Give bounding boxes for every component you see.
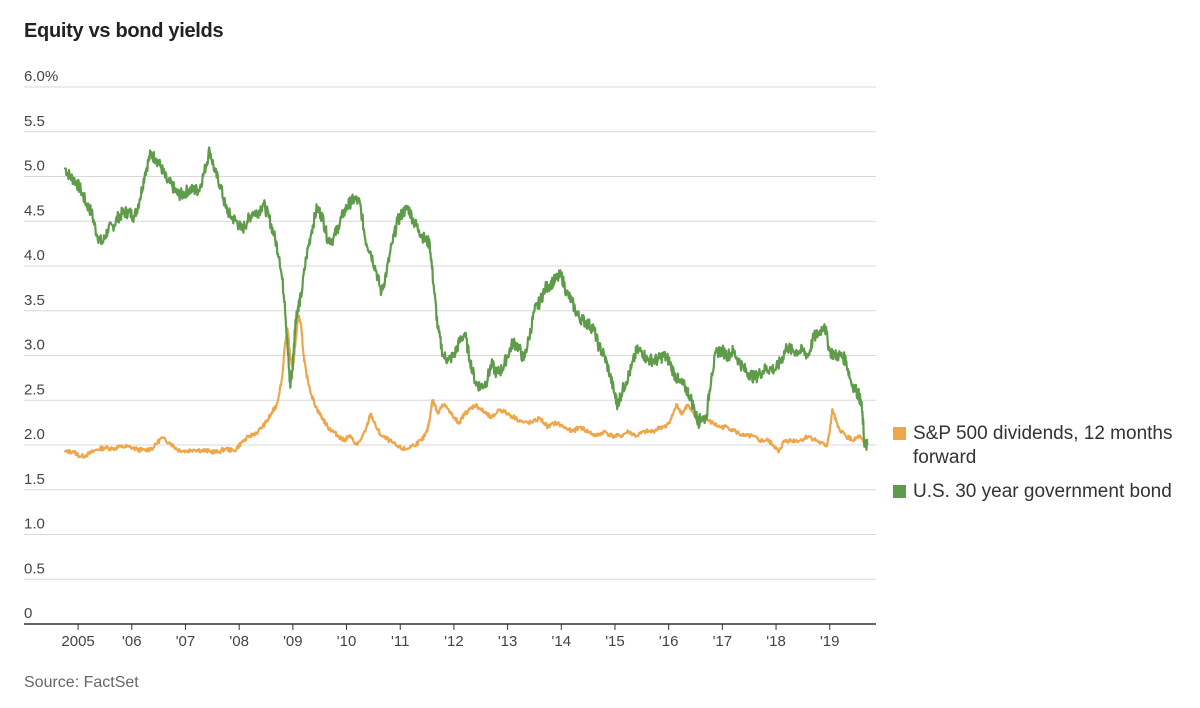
x-tick-label: 2005 <box>61 633 94 650</box>
legend-item-bond: U.S. 30 year government bond <box>893 480 1193 504</box>
y-tick-label: 0 <box>24 605 32 622</box>
y-tick-label: 4.0 <box>24 247 45 264</box>
y-tick-label: 5.0 <box>24 158 45 175</box>
x-tick-label: '16 <box>659 633 679 650</box>
y-tick-label: 6.0% <box>24 68 58 85</box>
legend-item-dividends: S&P 500 dividends, 12 months forward <box>893 422 1193 470</box>
y-tick-label: 1.5 <box>24 471 45 488</box>
y-tick-label: 5.5 <box>24 113 45 130</box>
legend-label-bond: U.S. 30 year government bond <box>913 481 1172 502</box>
legend: S&P 500 dividends, 12 months forward U.S… <box>893 422 1193 514</box>
series-lines <box>63 146 869 459</box>
x-tick-label: '10 <box>337 633 357 650</box>
x-tick-label: '19 <box>820 633 840 650</box>
x-tick-label: '14 <box>552 633 572 650</box>
y-tick-label: 0.5 <box>24 560 45 577</box>
y-tick-label: 3.5 <box>24 292 45 309</box>
series-line-dividends <box>63 314 869 459</box>
gridlines <box>24 86 876 625</box>
x-tick-label: '09 <box>283 633 303 650</box>
x-tick-label: '06 <box>122 633 142 650</box>
x-tick-label: '12 <box>444 633 464 650</box>
y-tick-label: 2.5 <box>24 381 45 398</box>
legend-swatch-dividends <box>893 427 906 440</box>
source-note: Source: FactSet <box>24 674 139 691</box>
y-tick-label: 1.0 <box>24 516 45 533</box>
chart-title: Equity vs bond yields <box>24 20 224 42</box>
y-tick-label: 2.0 <box>24 426 45 443</box>
legend-swatch-bond <box>893 485 906 498</box>
y-tick-label: 3.0 <box>24 337 45 354</box>
x-axis: 2005 '06 '07 '08 '09 '10 '11 '12 '13 '14 '15 '16 '17… <box>61 624 840 650</box>
x-tick-label: '11 <box>391 633 409 650</box>
series-line-bond <box>63 146 869 451</box>
y-axis: 6.0% 5.5 5.0 4.5 4.0 3.5 3.0 2.5 2.0 1.5 1.0 0.5 0 <box>24 68 58 622</box>
legend-label-dividends: S&P 500 dividends, 12 months forward <box>913 423 1173 468</box>
x-tick-label: '08 <box>229 633 249 650</box>
x-tick-label: '17 <box>713 633 733 650</box>
x-tick-label: '07 <box>176 633 196 650</box>
x-tick-label: '18 <box>766 633 786 650</box>
x-tick-label: '13 <box>498 633 518 650</box>
y-tick-label: 4.5 <box>24 202 45 219</box>
x-tick-label: '15 <box>605 633 625 650</box>
